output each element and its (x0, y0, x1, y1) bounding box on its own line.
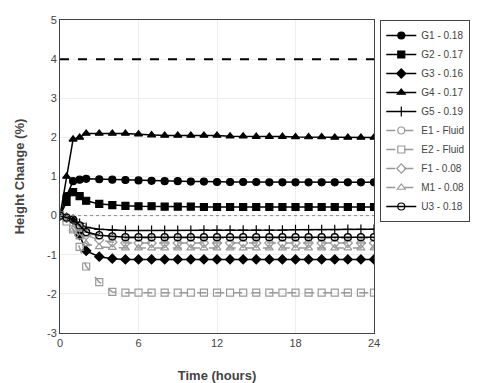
svg-text:6: 6 (135, 337, 141, 349)
svg-text:E1 - Fluid: E1 - Fluid (421, 125, 464, 136)
svg-text:5: 5 (51, 14, 57, 26)
svg-text:1: 1 (51, 170, 57, 182)
svg-text:12: 12 (211, 337, 223, 349)
svg-text:0: 0 (51, 209, 57, 221)
svg-text:G5 - 0.19: G5 - 0.19 (421, 106, 463, 117)
svg-text:G3 - 0.16: G3 - 0.16 (421, 68, 463, 79)
svg-text:2: 2 (51, 131, 57, 143)
svg-text:U3 - 0.18: U3 - 0.18 (421, 201, 463, 212)
svg-text:-2: -2 (47, 288, 57, 300)
svg-text:M1 - 0.08: M1 - 0.08 (421, 182, 464, 193)
svg-text:-1: -1 (47, 249, 57, 261)
svg-text:-3: -3 (47, 327, 57, 339)
svg-text:Height Change (%): Height Change (%) (12, 119, 27, 235)
svg-text:G1 - 0.18: G1 - 0.18 (421, 30, 463, 41)
svg-text:G4 - 0.17: G4 - 0.17 (421, 87, 463, 98)
svg-text:24: 24 (368, 337, 380, 349)
svg-text:Time (hours): Time (hours) (178, 368, 257, 383)
svg-text:F1 - 0.08: F1 - 0.08 (421, 163, 461, 174)
svg-text:E2 - Fluid: E2 - Fluid (421, 144, 464, 155)
svg-text:3: 3 (51, 92, 57, 104)
svg-text:18: 18 (289, 337, 301, 349)
svg-text:G2 - 0.17: G2 - 0.17 (421, 49, 463, 60)
svg-text:4: 4 (51, 53, 57, 65)
svg-text:0: 0 (57, 337, 63, 349)
